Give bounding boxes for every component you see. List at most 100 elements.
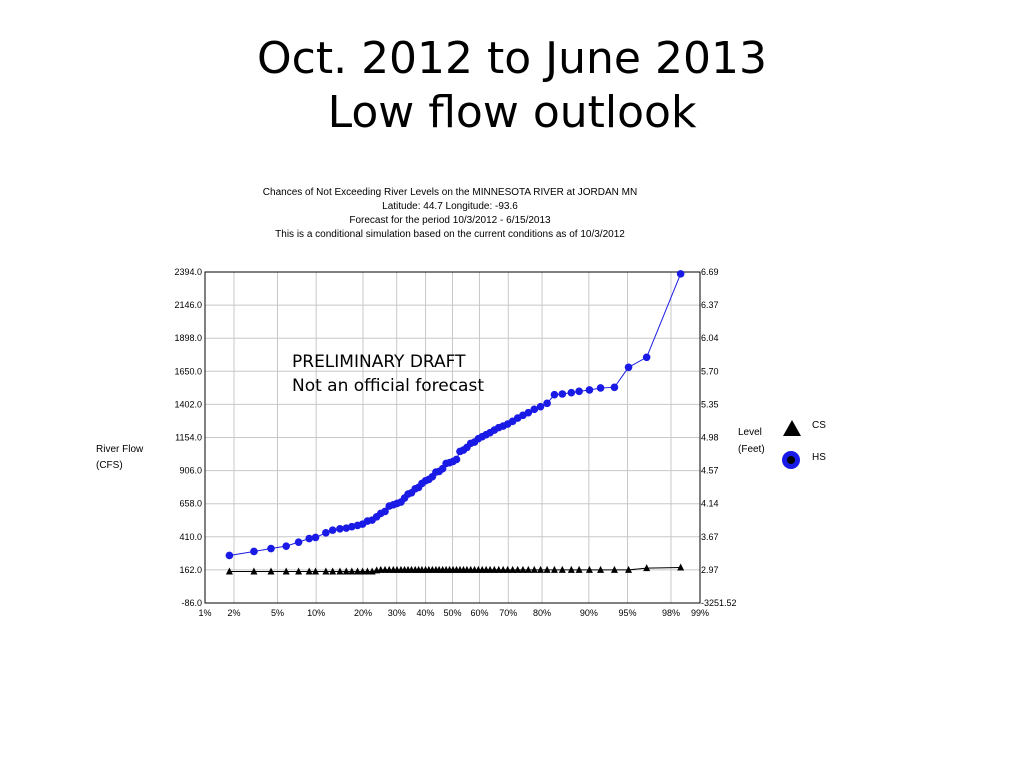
plot-frame	[204, 271, 701, 604]
y-tick-label: 1154.0	[175, 433, 202, 443]
x-tick-label: 90%	[580, 608, 598, 618]
hs-data-point	[250, 547, 258, 556]
draft-annotation: PRELIMINARY DRAFT Not an official foreca…	[292, 350, 484, 398]
y2-tick-label: 6.37	[701, 300, 719, 310]
cs-data-point	[363, 567, 371, 575]
cs-data-point	[336, 567, 344, 575]
cs-data-point	[322, 567, 330, 575]
cs-data-point	[354, 567, 362, 575]
x-tick-label: 30%	[388, 608, 406, 618]
cs-data-point	[625, 565, 633, 573]
x-tick-label: 40%	[417, 608, 435, 618]
y-axis-label-right: Level (Feet)	[738, 424, 765, 458]
cs-data-point	[524, 565, 532, 573]
chart-conditions-note: This is a conditional simulation based o…	[275, 229, 625, 240]
y-tick-label: 2146.0	[174, 300, 202, 310]
hs-data-point	[596, 384, 605, 392]
y-tick-label: 1650.0	[174, 366, 202, 376]
cs-data-point	[585, 565, 593, 573]
cs-data-point	[514, 565, 522, 573]
y-tick-label: 410.0	[179, 532, 202, 542]
hs-data-point	[550, 390, 559, 399]
y2-axis-label-line1: Level	[738, 427, 762, 438]
y2-tick-label: 2.97	[701, 565, 719, 575]
y2-tick-label: 3.67	[701, 532, 719, 542]
slide-title-line1: Oct. 2012 to June 2013	[257, 33, 767, 84]
slide-title: Oct. 2012 to June 2013 Low flow outlook	[0, 32, 1024, 140]
hs-data-point	[543, 399, 551, 408]
y-tick-label: 906.0	[179, 466, 202, 476]
hs-data-point	[530, 405, 539, 414]
cs-data-point	[348, 567, 356, 575]
x-tick-label: 2%	[227, 608, 240, 618]
cs-data-point	[558, 565, 566, 573]
hs-series-line	[229, 273, 682, 556]
hs-data-point	[558, 390, 567, 398]
x-tick-label: 70%	[499, 608, 517, 618]
y2-tick-label: 6.69	[701, 267, 719, 277]
x-tick-label: 99%	[691, 608, 709, 618]
x-tick-label: 20%	[354, 608, 372, 618]
x-tick-label: 1%	[198, 608, 211, 618]
y2-tick-label: 6.04	[701, 333, 719, 343]
x-tick-label: 98%	[662, 608, 680, 618]
cs-data-point	[537, 565, 545, 573]
hs-data-point	[328, 526, 337, 534]
chart-title: Chances of Not Exceeding River Levels on…	[262, 187, 638, 198]
hs-data-point	[452, 455, 461, 464]
y-tick-label: 162.0	[179, 565, 202, 575]
hs-data-point	[610, 383, 619, 392]
y2-tick-label: -3251.52	[701, 598, 737, 608]
x-tick-label: 60%	[470, 608, 488, 618]
cs-data-point	[550, 565, 558, 573]
y2-axis-label-line2: (Feet)	[738, 444, 765, 455]
cs-data-point	[597, 565, 605, 573]
y-tick-label: -86.0	[181, 598, 202, 608]
hs-data-point	[536, 402, 545, 411]
cs-data-point	[643, 564, 651, 572]
chart-header: Chances of Not Exceeding River Levels on…	[200, 186, 700, 242]
draft-annotation-line2: Not an official forecast	[292, 376, 484, 396]
hs-data-point	[676, 270, 685, 278]
x-tick-label: 10%	[307, 608, 325, 618]
triangle-marker-icon	[783, 420, 801, 436]
y2-tick-label: 4.98	[701, 433, 719, 443]
hs-data-point	[336, 524, 344, 533]
hs-data-point	[267, 544, 275, 553]
cs-data-point	[610, 565, 618, 573]
hs-data-point	[642, 353, 651, 362]
hs-data-point	[225, 551, 234, 560]
x-tick-label: 5%	[271, 608, 284, 618]
y2-tick-label: 4.14	[701, 499, 719, 509]
cs-data-point	[267, 567, 275, 575]
y-axis-label-left: River Flow (CFS)	[96, 442, 143, 474]
cs-data-point	[677, 563, 685, 571]
legend-item-cs: CS	[780, 418, 840, 440]
legend-label-hs: HS	[812, 452, 826, 463]
cs-data-point	[312, 567, 320, 575]
hs-data-point	[305, 534, 313, 543]
cs-data-point	[575, 565, 583, 573]
cs-data-point	[543, 565, 551, 573]
hs-data-point	[524, 408, 533, 417]
cs-data-point	[225, 567, 233, 575]
hs-data-point	[311, 533, 320, 542]
legend-label-cs: CS	[812, 420, 826, 431]
circle-marker-icon	[782, 451, 800, 469]
y2-tick-label: 4.57	[701, 466, 719, 476]
y-tick-label: 2394.0	[174, 267, 202, 277]
cs-data-point	[567, 565, 575, 573]
hs-data-point	[294, 538, 303, 546]
y2-tick-label: 5.70	[701, 366, 719, 376]
hs-data-point	[348, 522, 356, 531]
hs-data-point	[282, 542, 290, 550]
hs-data-point	[381, 507, 389, 516]
y-tick-label: 1898.0	[174, 333, 202, 343]
y-axis-label-line2: (CFS)	[96, 460, 123, 471]
legend-item-hs: HS	[780, 450, 840, 472]
cs-data-point	[509, 565, 517, 573]
cs-data-point	[282, 567, 290, 575]
cs-data-point	[359, 567, 367, 575]
cs-data-point	[495, 565, 503, 573]
y2-tick-label: 5.35	[701, 399, 719, 409]
